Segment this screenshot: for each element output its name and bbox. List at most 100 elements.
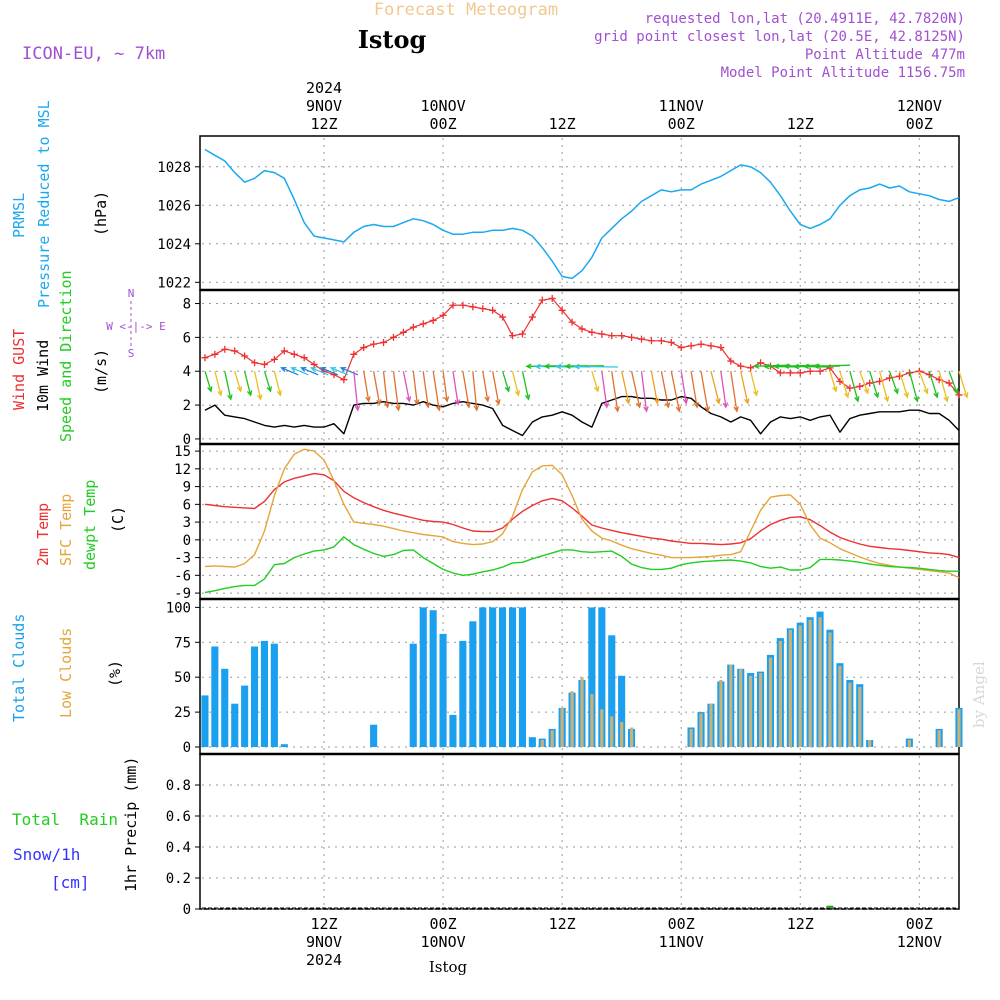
wind-arrowhead-icon [414,399,420,406]
low-cloud-bar [907,740,911,747]
temp2m-label: 2m Temp [34,503,52,566]
top-day-label: 11NOV [659,97,704,115]
wind-arrowhead-icon [555,363,562,370]
gust-marker [588,328,596,336]
wind-arrowhead-icon [329,366,337,373]
total-cloud-bar [489,607,497,747]
wind-arrowhead-icon [682,398,689,405]
wind-direction-arrow-icon [320,367,339,376]
cloud-ytick-label: 75 [174,635,191,651]
low-cloud-bar [630,727,634,747]
wind-direction-arrow-icon [234,371,242,392]
wind-arrowhead-icon [863,388,869,395]
total-cloud-bar [211,646,219,747]
wind-direction-arrow-icon [243,371,252,396]
wind-direction-arrow-icon [521,371,530,400]
wind-arrowhead-icon [614,406,620,413]
gust-marker [538,296,546,304]
wind-direction-arrow-icon [511,371,520,396]
speed-dir-label: Speed and Direction [57,270,75,442]
gust-marker [677,344,685,352]
wind-arrowhead-icon [753,363,760,369]
wind-direction-arrow-icon [918,370,928,394]
gust-marker [816,367,824,375]
wind-arrowhead-icon [603,402,610,409]
total-cloud-bar [231,703,239,747]
wind-direction-arrow-icon [908,371,919,402]
temp-labels: 2m Temp SFC Temp dewpt Temp (C) [34,480,127,570]
wind-direction-arrow-icon [948,370,958,394]
temp-ytick-label: 3 [183,515,191,531]
wind-arrowhead-icon [752,390,759,397]
gust-marker [598,330,606,338]
total-rain-label: Total Rain [12,810,118,829]
gust-marker [955,391,963,399]
total-cloud-bar [608,635,616,747]
location-title: Istog [358,25,427,54]
low-clouds-label: Low Clouds [57,628,75,718]
gust-marker [370,340,378,348]
wind-arrowhead-icon [873,392,880,399]
total-cloud-bar [598,607,606,747]
gust-marker [360,344,368,352]
gust-marker [895,372,903,380]
precip-ytick-label: 0.6 [166,809,191,825]
total-cloud-bar [221,668,229,747]
gust-marker [796,369,804,377]
wind-direction-arrow-icon [601,371,608,408]
gust-marker [657,337,665,345]
wind-direction-arrow-icon [462,371,470,408]
gust-marker [528,313,536,321]
temp-ytick-label: 0 [183,533,191,549]
wind-arrowhead-icon [435,405,442,412]
wind-direction-arrow-icon [611,371,619,412]
wind-arrowhead-icon [893,388,899,395]
wind-arrowhead-icon [792,363,800,370]
wind-arrowhead-icon [266,386,272,393]
wind-direction-arrow-icon [591,371,599,392]
footer-location: Istog [429,958,468,976]
gust-marker [687,342,695,350]
gust-marker [439,311,447,319]
wind-arrowhead-icon [653,398,660,405]
gust-marker [469,303,477,311]
dewpt-line [204,536,959,594]
low-cloud-bar [808,619,812,747]
low-cloud-bar [848,682,852,747]
wind-arrowhead-icon [903,392,909,399]
wind-arrowhead-icon [495,399,501,406]
wind-arrowhead-icon [384,402,390,409]
wind-direction-arrow-icon [301,367,319,376]
pressure-panel: 1022 1024 1026 1028 [157,135,960,291]
temp2m-line [204,472,960,559]
requested-coords: requested lon,lat (20.4911E, 42.7820N) [645,11,965,27]
gust-marker [419,320,427,328]
low-cloud-bar [749,675,753,747]
compass-n: N [128,287,135,300]
gust-marker [667,338,675,346]
wind-direction-arrow-icon [680,371,687,404]
total-cloud-bar [270,643,278,747]
top-time-label: 12Z [787,115,814,133]
wind-arrowhead-icon [504,386,511,393]
sfc-temp-line [204,448,960,579]
gust-marker [231,347,239,355]
precip-ytick-label: 0.4 [166,840,191,856]
gust-marker [429,316,437,324]
wind-arrowhead-icon [802,363,809,370]
low-cloud-bar [560,707,564,747]
wind-arrowhead-icon [514,390,521,397]
wind-direction-arrow-icon [869,371,879,398]
wind-direction-arrow-icon [311,367,329,376]
wind-direction-arrow-icon [710,371,720,404]
wind-direction-arrow-icon [690,371,698,408]
wind-arrowhead-icon [300,366,307,373]
gust-marker [697,340,705,348]
pressure-ytick-label: 1024 [157,237,191,253]
low-cloud-bar [699,713,703,747]
low-cloud-bar [739,668,743,747]
gust-marker [201,354,209,362]
gust-marker [548,294,556,302]
wind-arrowhead-icon [424,402,431,409]
